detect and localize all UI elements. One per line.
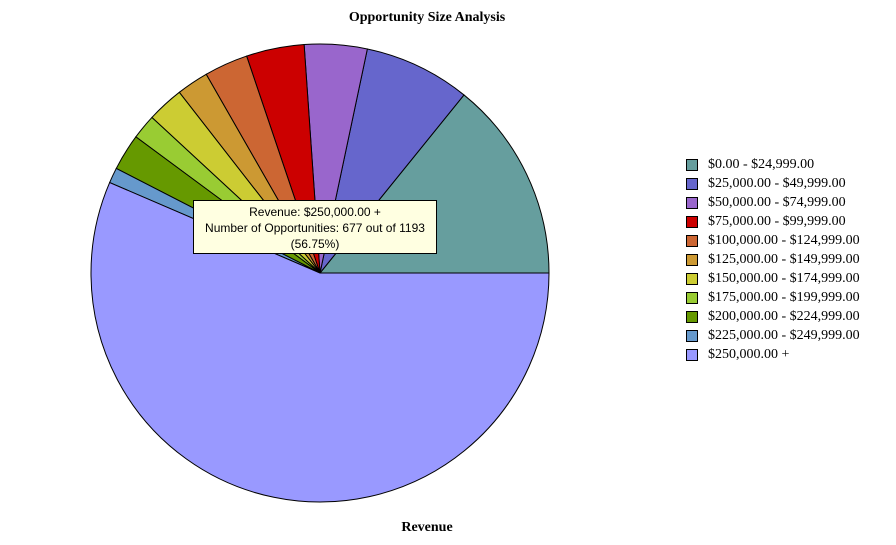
tooltip-line-revenue: Revenue: $250,000.00 + xyxy=(249,205,381,219)
legend-item: $25,000.00 - $49,999.00 xyxy=(686,174,860,193)
legend-label: $150,000.00 - $174,999.00 xyxy=(708,271,860,286)
slice-tooltip: Revenue: $250,000.00 + Number of Opportu… xyxy=(193,200,437,254)
pie-slice[interactable] xyxy=(90,181,550,503)
legend-swatch xyxy=(686,291,698,304)
legend-item: $0.00 - $24,999.00 xyxy=(686,155,860,174)
legend-label: $250,000.00 + xyxy=(708,347,790,362)
legend-item: $50,000.00 - $74,999.00 xyxy=(686,193,860,212)
legend-label: $100,000.00 - $124,999.00 xyxy=(708,233,860,248)
tooltip-line-count: Number of Opportunities: 677 out of 1193 xyxy=(205,221,425,235)
legend-label: $25,000.00 - $49,999.00 xyxy=(708,176,846,191)
legend-item: $225,000.00 - $249,999.00 xyxy=(686,326,860,345)
legend-swatch xyxy=(686,348,698,361)
legend-swatch xyxy=(686,310,698,323)
legend-swatch xyxy=(686,215,698,228)
legend-label: $175,000.00 - $199,999.00 xyxy=(708,290,860,305)
legend-swatch xyxy=(686,234,698,247)
chart-xlabel: Revenue xyxy=(401,520,453,535)
legend-item: $100,000.00 - $124,999.00 xyxy=(686,231,860,250)
chart-legend: $0.00 - $24,999.00 $25,000.00 - $49,999.0… xyxy=(686,155,860,364)
legend-label: $125,000.00 - $149,999.00 xyxy=(708,252,860,267)
legend-item: $150,000.00 - $174,999.00 xyxy=(686,269,860,288)
legend-swatch xyxy=(686,177,698,190)
legend-swatch xyxy=(686,253,698,266)
tooltip-line-percent: (56.75%) xyxy=(290,237,340,251)
legend-item: $125,000.00 - $149,999.00 xyxy=(686,250,860,269)
legend-label: $200,000.00 - $224,999.00 xyxy=(708,309,860,324)
legend-label: $75,000.00 - $99,999.00 xyxy=(708,214,846,229)
legend-item: $75,000.00 - $99,999.00 xyxy=(686,212,860,231)
legend-item: $250,000.00 + xyxy=(686,345,860,364)
legend-item: $200,000.00 - $224,999.00 xyxy=(686,307,860,326)
legend-swatch xyxy=(686,272,698,285)
legend-label: $50,000.00 - $74,999.00 xyxy=(708,195,846,210)
legend-swatch xyxy=(686,329,698,342)
legend-label: $225,000.00 - $249,999.00 xyxy=(708,328,860,343)
legend-label: $0.00 - $24,999.00 xyxy=(708,157,815,172)
chart-title: Opportunity Size Analysis xyxy=(348,10,506,25)
legend-swatch xyxy=(686,158,698,171)
legend-item: $175,000.00 - $199,999.00 xyxy=(686,288,860,307)
legend-swatch xyxy=(686,196,698,209)
